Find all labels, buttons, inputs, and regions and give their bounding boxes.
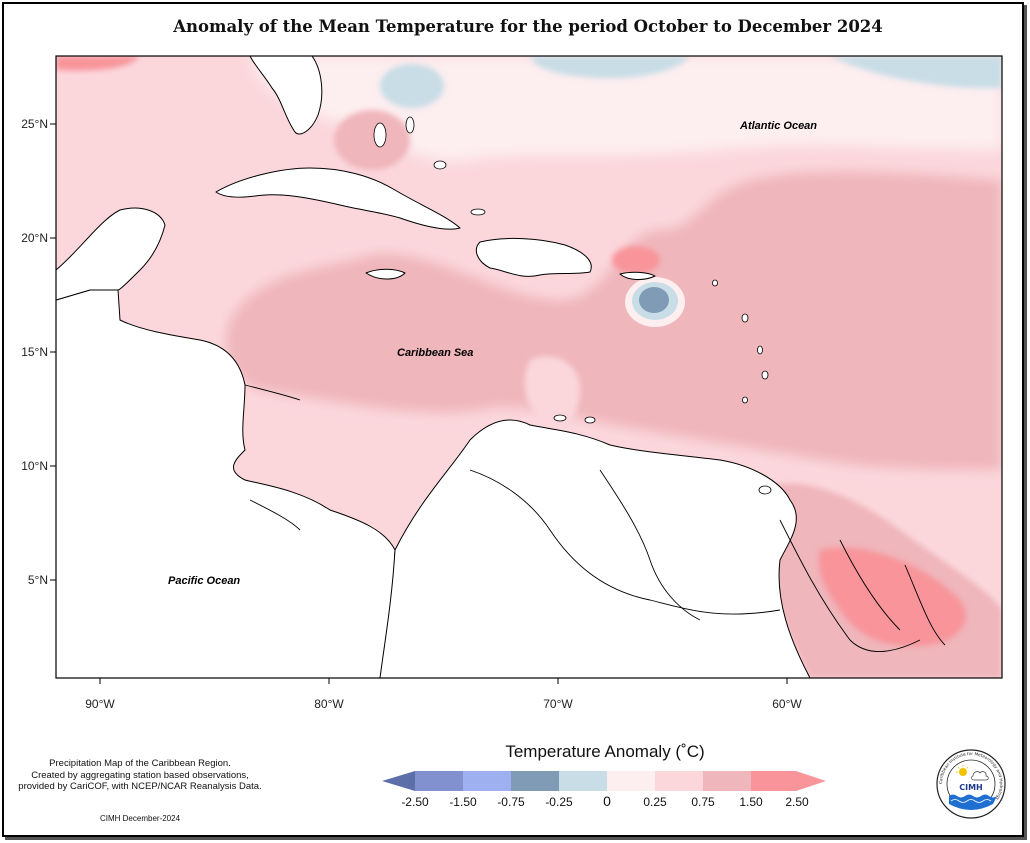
legend-swatch [415,771,463,791]
legend-tick: 0.25 [643,795,667,809]
land-masses [56,56,811,678]
legend-tick: 2.50 [785,795,809,809]
logo-text: CIMH [959,783,983,792]
credit-line-3: provided by CariCOF, with NCEP/NCAR Rean… [18,781,262,792]
lat-label-10: 10°N [21,459,48,473]
legend-tick: 0 [603,793,611,809]
credit-line-2: Created by aggregating station based obs… [31,769,249,781]
lat-label-15: 15°N [21,345,48,359]
map-title: Anomaly of the Mean Temperature for the … [173,17,883,36]
legend-title: Temperature Anomaly (˚C) [505,742,705,761]
pacific-ocean-label: Pacific Ocean [168,575,241,587]
legend-tick: 1.50 [739,795,763,809]
credit-text: Precipitation Map of the Caribbean Regio… [5,758,275,793]
legend-tick: -0.25 [545,795,573,809]
lat-label-25: 25°N [21,117,48,131]
credit-date: CIMH December-2024 [99,814,181,823]
legend-swatch [703,771,751,791]
lon-label-70w: 70°W [543,697,573,711]
lon-label-60w: 60°W [772,697,802,711]
axis-ticks [50,123,788,684]
legend-swatch [463,771,511,791]
legend-swatch [607,771,655,791]
legend-tick: -2.50 [401,795,429,809]
legend-colorbar [382,771,826,791]
map-border [55,55,1003,679]
legend-swatch [655,771,703,791]
borders [244,384,946,652]
lon-label-80w: 80°W [314,697,344,711]
small-islands [373,116,772,495]
atlantic-ocean-label: Atlantic Ocean [740,120,818,132]
cimh-logo: Caribbean Institute for Meteorology and … [936,749,1006,819]
lat-label-20: 20°N [21,231,48,245]
lon-label-90w: 90°W [85,697,115,711]
credit-line-1: Precipitation Map of the Caribbean Regio… [49,758,231,769]
legend-swatch [382,771,415,791]
caribbean-sea-label: Caribbean Sea [397,347,474,359]
anomaly-field [56,56,1002,678]
legend-swatch [751,771,826,791]
legend-tick: 0.75 [691,795,715,809]
legend-tick: -1.50 [449,795,477,809]
legend-swatch [559,771,607,791]
legend-swatch [511,771,559,791]
lat-label-5: 5°N [27,573,48,587]
legend-tick: -0.75 [497,795,525,809]
